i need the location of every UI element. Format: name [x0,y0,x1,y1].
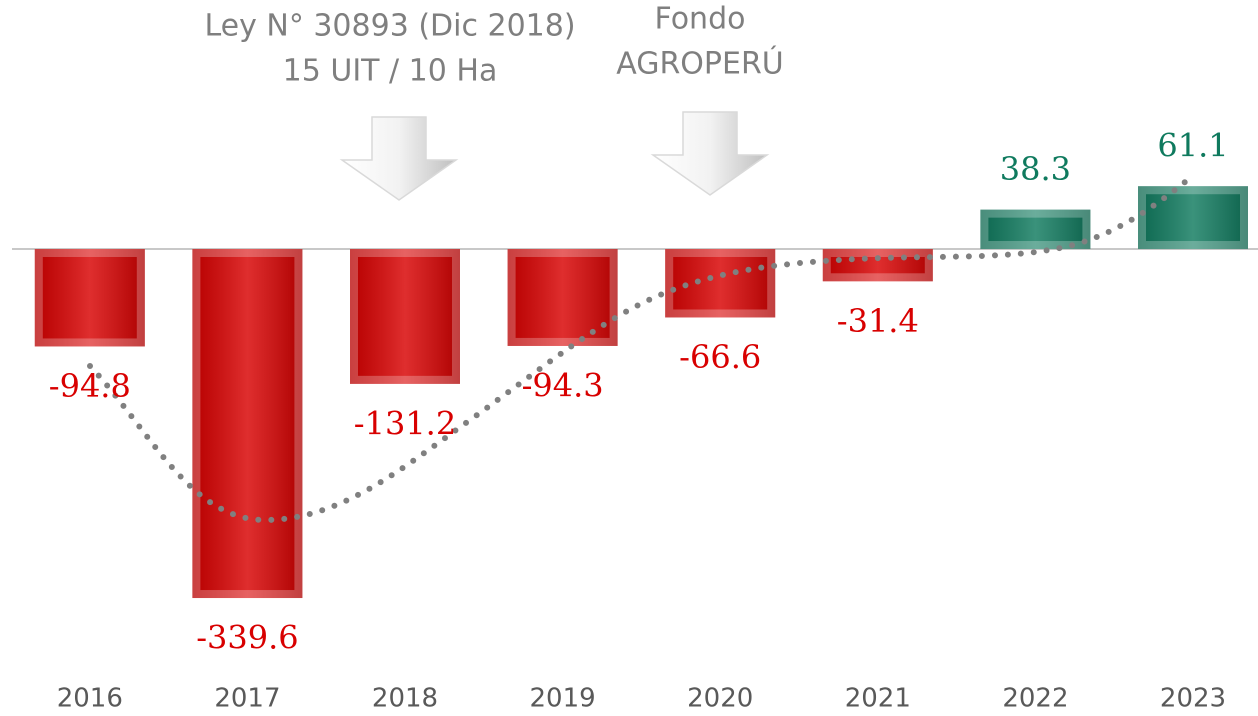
value-label: 61.1 [1157,127,1228,165]
value-label: -131.2 [354,404,456,442]
value-label: -31.4 [837,302,919,340]
x-tick-label: 2020 [687,684,753,714]
bar-shine [665,249,776,318]
bar-shine [34,249,145,347]
x-tick-label: 2022 [1002,684,1068,714]
bars [34,186,1248,599]
bar-shine [192,249,303,599]
arrow [650,111,770,196]
bar-bevel [34,249,145,347]
bar-bevel [980,209,1091,250]
bar-bevel [665,249,776,318]
value-label: -66.6 [679,338,761,376]
value-label: 38.3 [1000,150,1071,188]
bar-bevel [1138,186,1248,250]
value-label: -339.6 [196,619,298,657]
x-tick-label: 2018 [372,684,438,714]
annotation: Fondo [655,2,746,37]
bar-shine [1138,186,1248,250]
bar-bevel [822,249,933,282]
bar-shine [350,249,460,384]
x-tick-label: 2021 [845,684,911,714]
arrow [339,116,459,201]
x-tick-label: 2023 [1160,684,1226,714]
x-tick-label: 2016 [57,684,123,714]
annotation: AGROPERÚ [616,45,784,82]
annotation: Ley N° 30893 (Dic 2018) [204,9,575,44]
bar-bevel [192,249,303,599]
bar-bevel [350,249,460,384]
annotation: 15 UIT / 10 Ha [283,54,498,89]
x-tick-label: 2019 [530,684,596,714]
value-label: -94.8 [49,367,131,405]
bar-bevel [507,249,618,346]
trend-line [87,179,1188,524]
bar-shine [507,249,618,346]
bar-shine [822,249,933,282]
value-label: -94.3 [522,366,604,404]
x-tick-label: 2017 [214,684,280,714]
